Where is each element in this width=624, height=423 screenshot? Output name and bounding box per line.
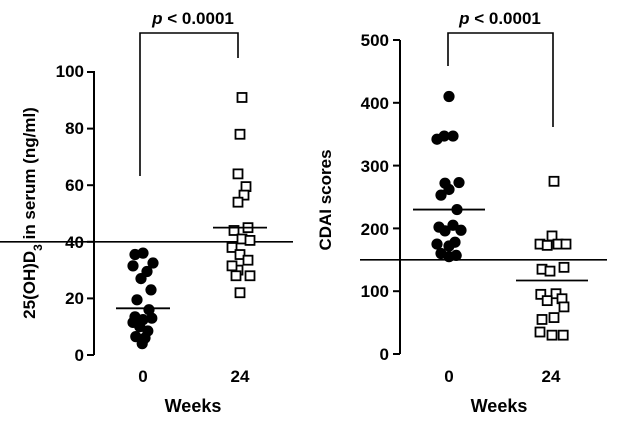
left-week-0-point-3 (127, 260, 139, 272)
left-mean-lines (116, 226, 267, 310)
left-ytick-label-80: 80 (65, 119, 84, 138)
left-week-0-point-17 (136, 338, 148, 350)
chart-right: 0 100 200 300 400 500 p < 0.0001 0 24 We… (316, 9, 607, 416)
left-week-24-point-1 (234, 128, 246, 140)
left-week-24-point-4 (238, 189, 250, 201)
right-p-value: p < 0.0001 (458, 9, 541, 28)
right-week-0-point-15 (443, 240, 455, 252)
left-week-24-point-12 (242, 254, 254, 266)
left-week-24-point-7 (228, 225, 240, 236)
left-week-24-point-0 (236, 92, 248, 103)
left-y-tick-labels: 0 20 40 60 80 100 (56, 62, 84, 365)
left-week-24-point-10 (226, 242, 238, 253)
right-ytick-label-0: 0 (380, 345, 389, 364)
right-week-24-point-18 (557, 329, 569, 341)
left-week-0-point-5 (135, 272, 147, 285)
left-week-24-point-15 (244, 270, 256, 282)
left-p-value: p < 0.0001 (151, 9, 234, 28)
right-ytick-label-300: 300 (361, 157, 389, 176)
right-week-24-point-12 (541, 295, 553, 307)
right-y-tick-labels: 0 100 200 300 400 500 (361, 31, 389, 364)
right-y-axis-title: CDAI scores (316, 149, 335, 250)
right-week-0-point-0 (443, 90, 455, 103)
right-week-0-point-11 (439, 225, 451, 237)
right-week-0-point-12 (455, 224, 467, 236)
right-y-ticks (393, 39, 400, 355)
right-ytick-label-400: 400 (361, 94, 389, 113)
left-x-axis-title: Weeks (165, 396, 222, 416)
right-mean-lines (413, 208, 588, 282)
right-week-24-point-17 (546, 329, 558, 341)
left-y-ticks (87, 71, 94, 356)
right-xtick-label-24: 24 (542, 367, 561, 386)
right-x-axis-title: Weeks (471, 396, 528, 416)
right-week-0-point-5 (453, 176, 465, 189)
right-week-0-point-6 (443, 183, 455, 196)
right-xtick-label-0: 0 (444, 367, 453, 386)
left-week-24-point-5 (232, 196, 244, 208)
right-ytick-label-100: 100 (361, 282, 389, 301)
right-week-24-point-9 (535, 288, 547, 300)
right-data-points (431, 90, 572, 341)
left-ytick-label-60: 60 (65, 176, 84, 195)
left-xtick-label-0: 0 (138, 367, 147, 386)
right-week-24-point-5 (560, 238, 572, 250)
right-week-24-point-7 (544, 265, 556, 277)
left-xtick-label-24: 24 (231, 367, 250, 386)
left-week-0-point-11 (146, 312, 158, 324)
right-week-24-point-16 (534, 326, 546, 338)
right-significance-bracket (447, 32, 554, 127)
left-week-24-point-14 (226, 260, 238, 272)
left-week-0-point-1 (137, 247, 149, 259)
right-week-24-point-0 (548, 175, 560, 187)
left-week-0-point-8 (143, 304, 155, 316)
right-week-0-point-10 (447, 219, 459, 231)
right-week-24-point-3 (541, 239, 553, 251)
left-week-24-point-17 (234, 287, 246, 299)
right-week-24-point-8 (558, 261, 570, 273)
right-week-0-point-3 (431, 133, 443, 145)
right-week-0-point-18 (443, 251, 455, 263)
right-week-24-point-14 (536, 314, 548, 325)
left-significance-bracket (139, 32, 239, 176)
left-data-points (127, 92, 256, 350)
left-ytick-label-100: 100 (56, 62, 84, 81)
left-week-0-point-6 (145, 284, 157, 296)
right-week-0-point-7 (435, 189, 447, 201)
right-week-0-point-13 (431, 238, 443, 250)
right-ytick-label-200: 200 (361, 220, 389, 239)
left-week-0-point-7 (131, 294, 143, 306)
chart-left: 0 20 40 60 80 100 p < 0.0001 0 24 Weeks … (0, 9, 293, 416)
left-week-0-point-2 (147, 257, 159, 269)
left-ytick-label-0: 0 (75, 346, 84, 365)
left-week-24-point-9 (244, 234, 256, 246)
left-ytick-label-20: 20 (65, 289, 84, 308)
left-week-24-point-11 (234, 249, 246, 260)
left-y-axis-title: 25(OH)D3 in serum (ng/ml) (20, 107, 45, 319)
right-ytick-label-500: 500 (361, 31, 389, 50)
right-week-0-point-2 (447, 130, 459, 142)
right-week-24-point-15 (548, 312, 560, 323)
right-week-24-point-13 (558, 301, 570, 313)
left-week-24-point-16 (230, 270, 242, 282)
left-week-24-point-2 (232, 168, 244, 180)
